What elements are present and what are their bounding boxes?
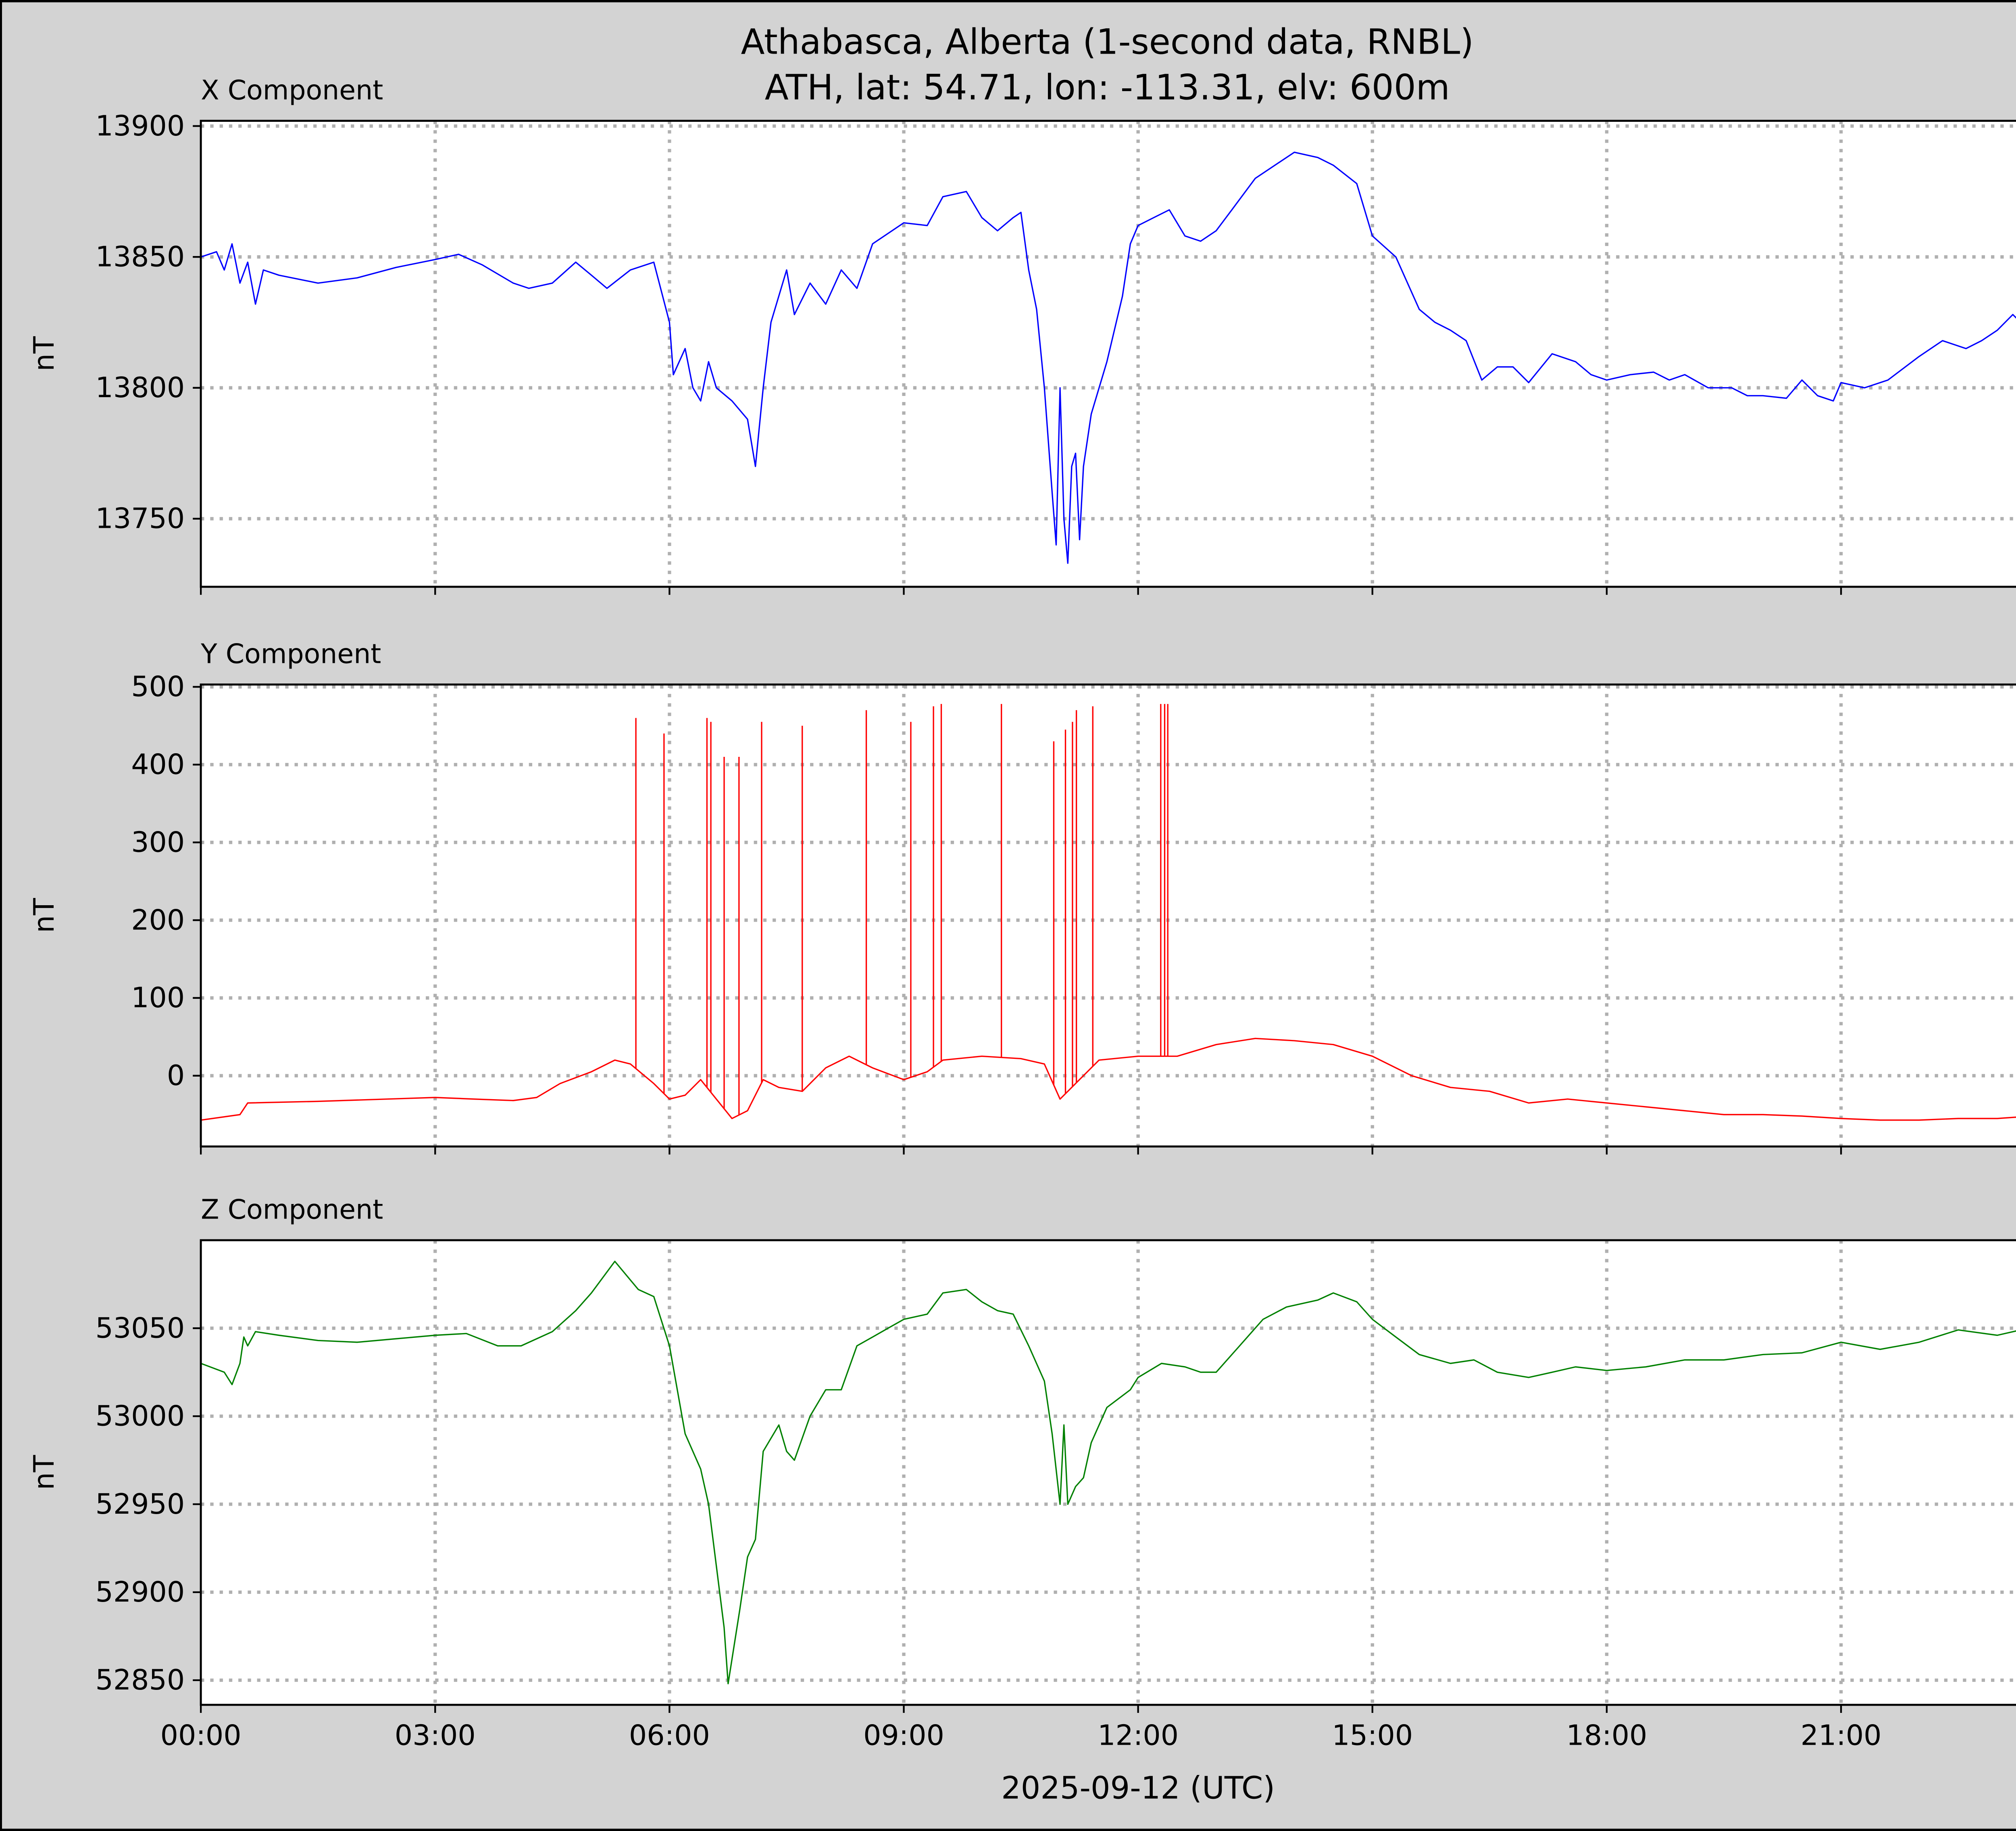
y-component-panel: Y Component nT 0 100 200 300 400 500 bbox=[28, 638, 2016, 1155]
z-plot-area bbox=[201, 1240, 2016, 1705]
x-tick-label: 00:00 bbox=[160, 1719, 242, 1752]
x-axis-label: 2025-09-12 (UTC) bbox=[1001, 1771, 1275, 1806]
z-y-tick-label: 52950 bbox=[95, 1488, 185, 1521]
x-y-axis-label: nT bbox=[28, 336, 60, 371]
figure-title-line1: Athabasca, Alberta (1-second data, RNBL) bbox=[741, 22, 1474, 62]
y-panel-title: Y Component bbox=[200, 638, 381, 670]
x-tick-label: 03:00 bbox=[395, 1719, 476, 1752]
x-y-tick-label: 13800 bbox=[95, 371, 185, 404]
x-y-tick-label: 13750 bbox=[95, 502, 185, 535]
x-series-line bbox=[200, 151, 2016, 564]
y-y-tick-label: 400 bbox=[131, 748, 185, 781]
y-y-axis-label: nT bbox=[28, 898, 60, 933]
x-y-tick-label: 13900 bbox=[95, 110, 185, 142]
y-y-tick-label: 300 bbox=[131, 826, 185, 858]
x-tick-label: 09:00 bbox=[863, 1719, 944, 1752]
z-axes-frame bbox=[200, 1239, 2016, 1706]
x-tick-label: 18:00 bbox=[1566, 1719, 1647, 1752]
x-axes-frame bbox=[200, 120, 2016, 588]
y-series-line bbox=[200, 1037, 2016, 1121]
x-tick-label: 15:00 bbox=[1332, 1719, 1413, 1752]
y-axes-frame bbox=[200, 683, 2016, 1148]
x-component-panel: X Component nT 13750 13800 13850 13900 bbox=[28, 74, 2016, 595]
x-tick-label: 21:00 bbox=[1801, 1719, 1882, 1752]
x-tick-label: 06:00 bbox=[629, 1719, 710, 1752]
y-y-tick-label: 100 bbox=[131, 981, 185, 1014]
y-y-tick-label: 0 bbox=[167, 1059, 185, 1092]
x-tick-label: 12:00 bbox=[1098, 1719, 1179, 1752]
z-y-axis-label: nT bbox=[28, 1455, 60, 1490]
y-plot-area bbox=[201, 684, 2016, 1147]
z-series-line bbox=[200, 1260, 2016, 1685]
z-y-tick-label: 52900 bbox=[95, 1576, 185, 1608]
z-y-tick-label: 53000 bbox=[95, 1400, 185, 1433]
z-y-tick-label: 52850 bbox=[95, 1664, 185, 1696]
y-y-tick-label: 200 bbox=[131, 904, 185, 936]
figure-title-line2: ATH, lat: 54.71, lon: -113.31, elv: 600m bbox=[765, 67, 1450, 108]
y-y-tick-label: 500 bbox=[131, 671, 185, 703]
z-component-panel: Z Component nT 00:00 03:00 06:00 09:00 12:00 15… bbox=[28, 1194, 2016, 1752]
z-y-tick-label: 53050 bbox=[95, 1312, 185, 1344]
z-panel-title: Z Component bbox=[201, 1194, 383, 1225]
x-panel-title: X Component bbox=[201, 74, 383, 106]
x-y-tick-label: 13850 bbox=[95, 240, 185, 273]
